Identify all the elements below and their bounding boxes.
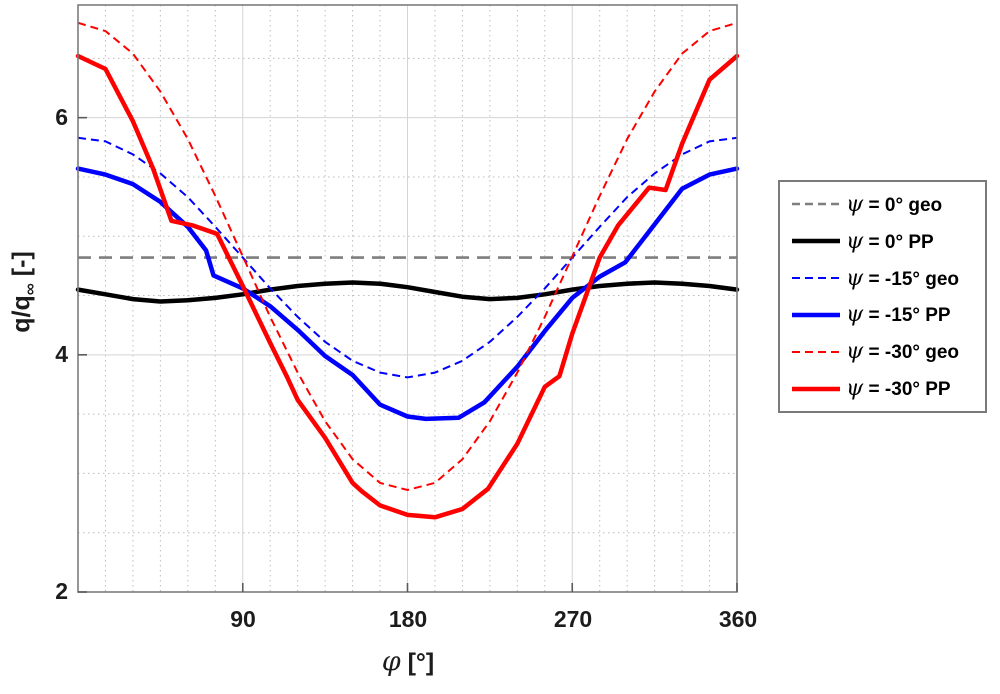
psi-symbol: ψ: [846, 228, 864, 254]
legend-item-psi-minus15-geo: ψ = -15° geo: [790, 266, 981, 291]
legend-line-sample: [792, 312, 840, 318]
y-tick-label-2: 2: [55, 578, 68, 604]
psi-symbol: ψ: [846, 191, 864, 217]
psi-symbol: ψ: [846, 302, 864, 328]
series-psi-minus15-geo: [77, 136, 738, 379]
x-tick-label-360: 360: [718, 606, 758, 632]
x-tick-label-90: 90: [230, 606, 256, 632]
legend-item-psi-minus30-PP: ψ = -30° PP: [790, 376, 981, 401]
legend-line-sample: [792, 386, 840, 391]
legend-line-sample: [792, 203, 840, 206]
major-gridlines: [78, 5, 738, 593]
phi-symbol: φ: [381, 646, 401, 678]
legend-item-psi-0-PP: ψ = 0° PP: [790, 229, 981, 254]
series-psi-0-PP: [75, 280, 740, 304]
series-psi-minus15-PP: [75, 166, 740, 422]
psi-symbol: ψ: [846, 376, 864, 402]
axis-tick-marks: [78, 116, 738, 593]
legend-item-psi-minus15-PP: ψ = -15° PP: [790, 302, 981, 327]
y-tick-label-4: 4: [55, 341, 68, 367]
legend-line-sample: [792, 238, 840, 244]
legend-item-psi-minus30-geo: ψ = -30° geo: [790, 339, 981, 364]
x-tick-label-270: 270: [553, 606, 593, 632]
legend-line-sample: [792, 277, 840, 280]
psi-symbol: ψ: [846, 265, 864, 291]
data-series: [75, 21, 740, 520]
psi-symbol: ψ: [846, 339, 864, 365]
legend-line-sample: [792, 350, 840, 353]
x-tick-label-180: 180: [388, 606, 428, 632]
x-axis-label: φ [°]: [381, 646, 435, 678]
legend-item-psi-0-geo: ψ = 0° geo: [790, 192, 981, 217]
series-psi-minus30-geo: [77, 21, 738, 492]
legend-box: ψ = 0° geo ψ = 0° PP ψ = -15° geo ψ = -1…: [778, 180, 987, 413]
y-tick-label-6: 6: [55, 104, 68, 130]
series-psi-minus30-PP: [75, 53, 740, 520]
infinity-subscript: ∞: [20, 283, 40, 296]
y-axis-label: q/q∞ [-]: [7, 251, 40, 333]
